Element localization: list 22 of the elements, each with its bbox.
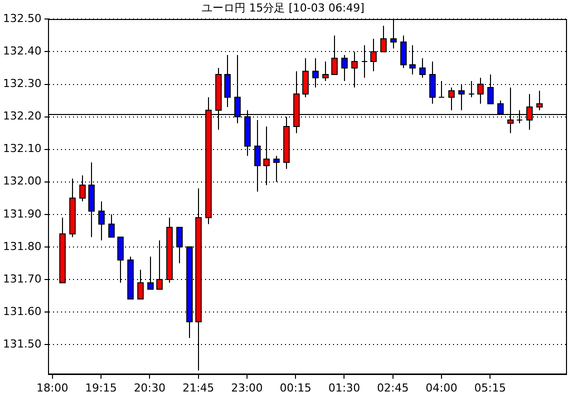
x-tick-label: 21:45	[182, 381, 214, 394]
y-tick-label: 131.70	[2, 272, 42, 286]
y-tick-label: 131.80	[2, 240, 42, 253]
x-tick-label: 00:15	[280, 381, 312, 394]
y-tick-label: 131.50	[2, 337, 42, 350]
x-tick-label: 20:30	[134, 381, 166, 394]
x-tick-label: 18:00	[36, 381, 68, 394]
x-tick-label: 04:00	[426, 381, 458, 394]
chart-title: ユーロ円 15分足 [10-03 06:49]	[202, 1, 364, 14]
y-tick-label: 131.60	[2, 304, 42, 318]
y-tick-label: 132.00	[2, 174, 42, 188]
y-tick-label: 132.30	[2, 77, 42, 90]
y-tick-label: 131.90	[2, 207, 42, 220]
x-tick-label: 02:45	[376, 381, 409, 394]
y-tick-label: 132.40	[2, 44, 42, 58]
x-tick-label: 05:15	[474, 381, 506, 394]
x-tick-label: 23:00	[231, 381, 263, 394]
y-tick-label: 132.10	[2, 142, 42, 156]
x-tick-label: 19:15	[85, 381, 117, 394]
x-tick-label: 01:30	[328, 381, 360, 394]
y-tick-label: 132.20	[2, 110, 42, 123]
y-tick-label: 132.50	[2, 12, 42, 26]
